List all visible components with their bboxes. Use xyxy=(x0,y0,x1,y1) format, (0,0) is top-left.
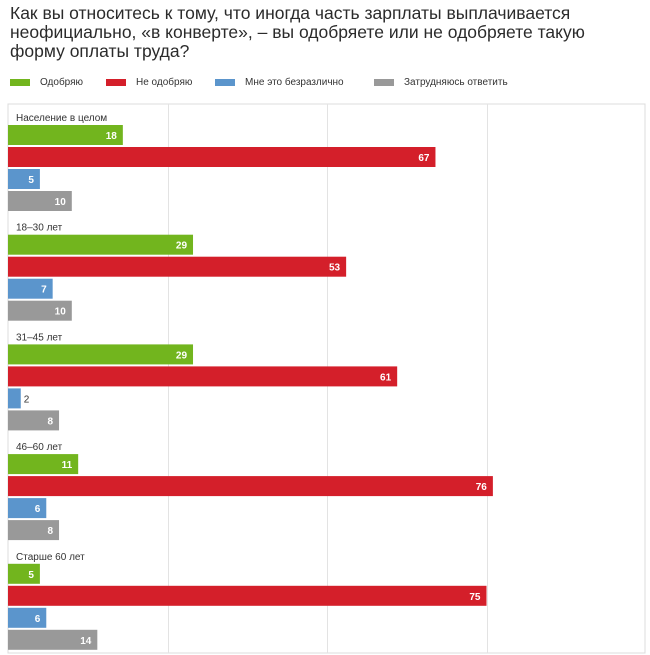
legend-swatch-undecided xyxy=(374,79,394,86)
category-label: Население в целом xyxy=(16,113,107,124)
bar xyxy=(8,454,79,475)
legend-label-approve: Одобряю xyxy=(40,77,84,88)
data-label: 11 xyxy=(62,460,73,471)
bar xyxy=(8,520,60,541)
bar xyxy=(8,476,493,497)
bar xyxy=(8,410,60,431)
bar xyxy=(8,300,72,321)
data-label: 10 xyxy=(55,307,67,318)
bar xyxy=(8,191,72,211)
bar xyxy=(8,256,347,277)
legend-label-undecided: Затрудняюсь ответить xyxy=(404,77,508,88)
legend-item-disapprove: Не одобряю xyxy=(106,77,192,88)
data-label: 6 xyxy=(35,614,41,625)
bar xyxy=(8,585,487,606)
data-label: 14 xyxy=(80,636,92,647)
category-label: 46–60 лет xyxy=(16,442,63,453)
data-label: 61 xyxy=(380,372,392,383)
legend-item-undecided: Затрудняюсь ответить xyxy=(374,77,508,88)
data-label: 29 xyxy=(176,350,188,361)
category-label: 31–45 лет xyxy=(16,332,63,343)
legend-label-disapprove: Не одобряю xyxy=(136,77,193,88)
bar xyxy=(8,629,98,650)
data-label: 2 xyxy=(24,394,30,405)
legend-item-indifferent: Мне это безразлично xyxy=(215,77,344,88)
data-label: 8 xyxy=(47,416,53,427)
category-label: Старше 60 лет xyxy=(16,552,85,563)
bar xyxy=(8,147,436,167)
legend-swatch-approve xyxy=(10,79,30,86)
data-label: 10 xyxy=(55,197,67,208)
data-label: 6 xyxy=(35,504,41,515)
bar xyxy=(8,234,194,255)
data-label: 8 xyxy=(47,526,53,537)
legend-item-approve: Одобряю xyxy=(10,77,83,88)
data-label: 5 xyxy=(28,570,34,581)
bar xyxy=(8,125,123,145)
data-label: 53 xyxy=(329,263,341,274)
bar xyxy=(8,498,47,519)
bar xyxy=(8,366,398,387)
data-label: 76 xyxy=(476,482,488,493)
chart-title: Как вы относитесь к тому, что иногда час… xyxy=(10,3,585,61)
data-label: 67 xyxy=(418,153,430,164)
data-label: 5 xyxy=(28,175,34,186)
category-label: 18–30 лет xyxy=(16,223,63,234)
bar xyxy=(8,388,21,409)
bar xyxy=(8,278,53,299)
legend-swatch-indifferent xyxy=(215,79,235,86)
data-label: 7 xyxy=(41,285,47,296)
bar xyxy=(8,169,40,189)
data-label: 75 xyxy=(469,592,481,603)
legend-label-indifferent: Мне это безразлично xyxy=(245,77,344,88)
bar xyxy=(8,563,40,584)
legend-swatch-disapprove xyxy=(106,79,126,86)
data-label: 29 xyxy=(176,241,188,252)
bar xyxy=(8,607,47,628)
data-label: 18 xyxy=(106,131,118,142)
bar xyxy=(8,344,194,365)
